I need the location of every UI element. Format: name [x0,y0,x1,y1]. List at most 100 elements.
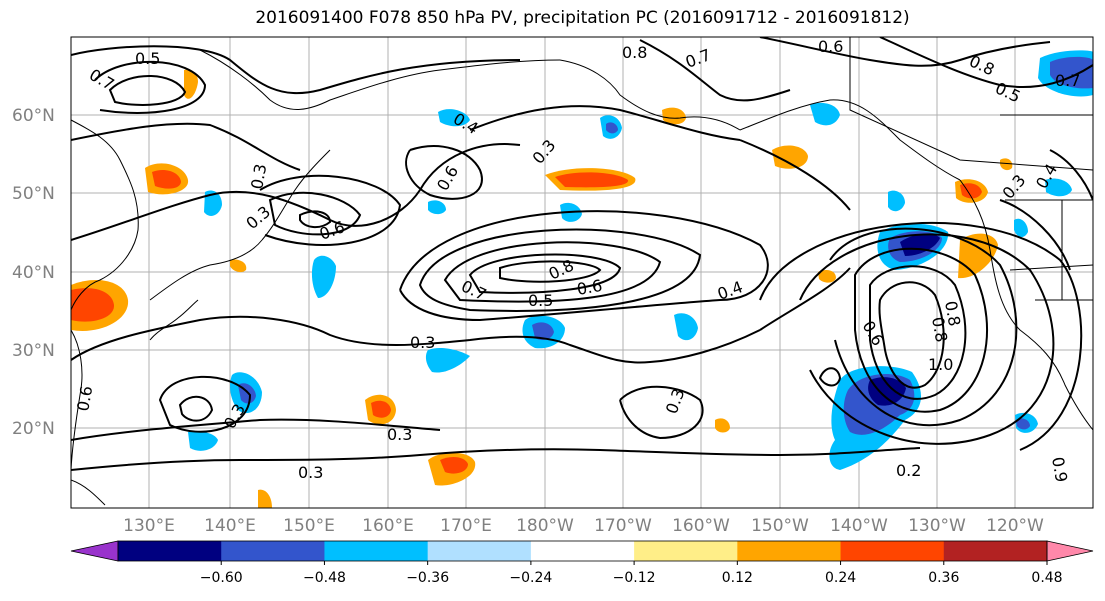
lat-label: 40°N [12,263,55,283]
map-title: 2016091400 F078 850 hPa PV, precipitatio… [255,8,910,28]
coastline [71,479,106,506]
colorbar-tick-label: −0.48 [303,570,346,586]
colorbar-tick-label: 0.12 [722,570,753,586]
lon-label: 130°W [908,516,966,536]
latitude-labels: 60°N 50°N 40°N 30°N 20°N [12,106,55,439]
colorbar-segment [324,541,429,561]
pv-contour [71,45,521,95]
pv-contour [468,253,622,294]
contour-label: 0.2 [896,461,921,480]
pv-contour [299,210,332,228]
coastline [261,149,331,241]
contour-label: 0.6 [73,384,96,412]
precip-blob [438,109,470,127]
precip-blob [1000,158,1013,171]
contour-label: 0.5 [528,291,553,310]
colorbar-tick-label: −0.60 [200,570,243,586]
coastline [199,49,561,110]
pv-contour [268,191,362,236]
colorbar-tick-label: 0.36 [928,570,959,586]
colorbar: −0.60 −0.48 −0.36 −0.24 −0.12 0.12 0.24 0.36 0.4… [70,540,1094,586]
colorbar-extension-high [1046,540,1094,562]
pv-contours [71,37,1093,471]
lat-label: 30°N [12,341,55,361]
colorbar-segment [221,541,325,561]
precip-blob [715,418,730,433]
pv-contour [818,367,842,387]
lon-label: 160°E [362,516,414,536]
pv-contour [879,37,1093,89]
lat-label: 50°N [12,184,55,204]
map-frame [70,36,1094,509]
contour-label: 0.8 [622,43,647,62]
pv-contour [259,174,402,246]
precip-blob [230,259,247,273]
lon-label: 150°W [751,516,809,536]
colorbar-segment [737,541,842,561]
precip-blob [532,322,554,340]
lon-label: 140°W [830,516,888,536]
precip-blob [888,190,905,212]
contour-label: 0.8 [928,315,951,343]
contour-label: 0.9 [1048,455,1071,483]
precip-blob [662,107,686,125]
precip-blob [371,400,391,418]
pv-contour [999,199,1071,271]
lon-label: 180°W [516,516,574,536]
pv-contour [178,395,214,422]
pv-contour [639,39,791,102]
contour-label: 0.6 [575,276,603,299]
colorbar-frame [117,540,1048,562]
pv-contour [854,247,988,413]
pv-contour [71,447,921,471]
lon-label: 160°W [672,516,730,536]
contour-label: 1.0 [928,355,953,374]
contour-label: 0.5 [135,49,160,68]
lon-label: 120°W [986,516,1044,536]
pv-contour [405,145,483,200]
colorbar-segment [943,541,1048,561]
precip-blob [1014,218,1028,238]
precip-blob [1045,178,1072,197]
pv-contour [1049,149,1093,201]
pv-contour [158,375,252,433]
precip-blob [258,489,272,508]
pv-contour [94,60,207,114]
political-borders [849,37,1093,301]
precip-blob [868,377,906,406]
precip-blob [71,288,115,322]
pv-contour [759,37,1051,67]
precip-blob [425,347,470,373]
pv-contour [619,385,704,440]
coastline [149,239,263,301]
lat-label: 20°N [12,419,55,439]
border-line [1009,264,1093,271]
precip-blob [555,172,629,188]
lon-label: 170°W [594,516,652,536]
coastlines [71,49,1093,506]
coastline [739,99,961,181]
colorbar-segment [427,541,532,561]
contour-label: 0.3 [298,463,323,482]
precip-blob [606,122,618,134]
pv-contour [829,227,1018,427]
precip-blob [772,145,808,169]
precip-blob [204,190,222,216]
lat-label: 60°N [12,106,55,126]
pv-contour [443,241,662,303]
precip-blob [440,456,468,474]
precip-blob [152,170,181,189]
precip-blob [428,200,446,215]
colorbar-segment [840,541,945,561]
contour-label: 0.3 [410,333,435,352]
coastline [71,119,139,311]
longitude-labels: 130°E 140°E 150°E 160°E 170°E 180°W 170°… [123,516,1044,536]
pv-contour [759,221,1083,451]
pv-contour [108,75,187,106]
colorbar-tick-label: −0.36 [406,570,449,586]
colorbar-segment [530,541,635,561]
pv-contour [399,210,769,322]
pv-contour [71,418,441,441]
pv-contour [71,122,301,171]
